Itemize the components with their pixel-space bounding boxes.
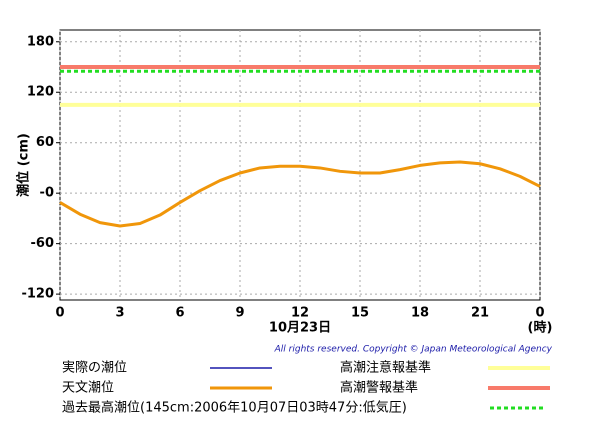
y-tick-label: -60 (31, 236, 55, 251)
x-tick-label: 0 (55, 306, 64, 321)
legend-label: 天文潮位 (62, 381, 114, 396)
x-unit: (時) (528, 320, 553, 336)
x-tick-label: 18 (411, 306, 429, 321)
y-tick-label: 60 (36, 135, 54, 150)
x-axis-label: 10月23日 (269, 321, 331, 336)
tide-line (59, 160, 541, 228)
x-tick-label: 9 (235, 306, 244, 321)
y-axis-label: 潮位 (cm) (16, 133, 32, 197)
y-tick-label: -120 (21, 287, 54, 302)
y-tick-label: 120 (27, 85, 54, 100)
y-tick-label: 180 (27, 34, 54, 49)
legend-label: 過去最高潮位(145cm:2006年10月07日03時47分:低気圧) (62, 400, 407, 416)
y-tick-label: -0 (40, 186, 54, 201)
x-tick-label: 15 (351, 306, 369, 321)
copyright: All rights reserved. Copyright © Japan M… (274, 345, 553, 355)
legend-label: 高潮注意報基準 (340, 360, 431, 376)
x-tick-label: 12 (291, 306, 309, 321)
x-tick-label: 21 (471, 306, 489, 321)
legend-label: 高潮警報基準 (340, 380, 418, 396)
x-tick-label: 6 (175, 306, 184, 321)
x-tick-label: 3 (115, 306, 124, 321)
legend-label: 実際の潮位 (62, 360, 127, 376)
x-tick-label: 0 (535, 306, 544, 321)
